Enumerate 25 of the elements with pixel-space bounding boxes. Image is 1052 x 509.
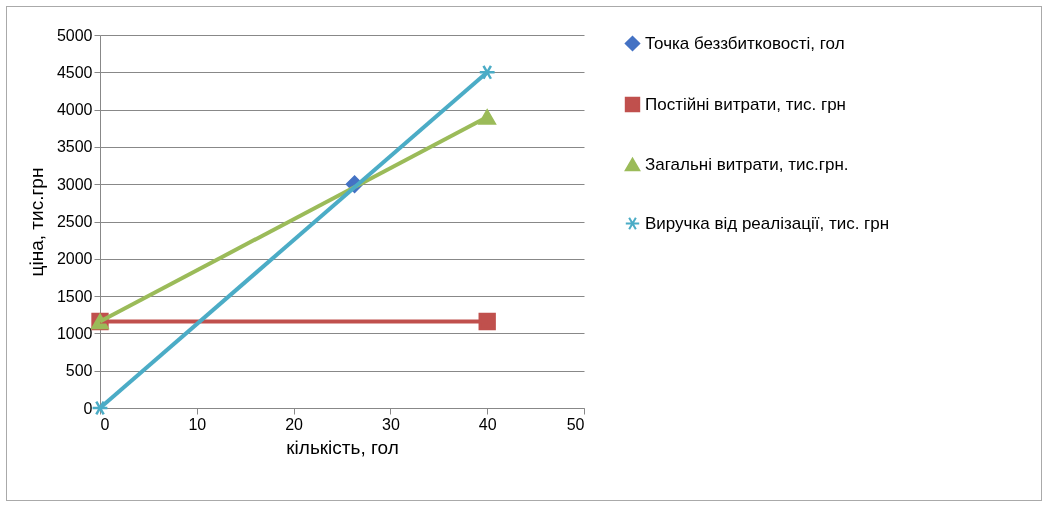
y-tick-label: 500 (65, 362, 93, 380)
y-tick-label: 2000 (56, 250, 93, 268)
y-tick-label: 2500 (56, 213, 93, 230)
point (478, 64, 496, 80)
x-tick-label: 40 (478, 415, 497, 433)
x-tick-label: 50 (566, 415, 585, 433)
legend-label: Загальні витрати, тис.грн. (645, 154, 849, 174)
y-tick-label: 1500 (56, 287, 93, 305)
y-tick-label: 1000 (56, 324, 93, 342)
x-axis-title: кількість, гол (286, 436, 399, 458)
y-tick-label: 4500 (56, 63, 93, 81)
x-tick-label: 20 (285, 415, 304, 433)
y-tick-label: 4000 (56, 101, 93, 119)
legend-label: Постійні витрати, тис. грн (645, 94, 846, 114)
y-tick-label: 3000 (56, 175, 93, 193)
point (91, 400, 109, 416)
legend-label: Виручка від реалізації, тис. грн (645, 213, 890, 233)
y-tick-label: 3500 (56, 138, 93, 156)
x-tick-label: 10 (188, 415, 207, 433)
y-axis-title: ціна, тис.грн (25, 167, 47, 277)
x-tick-label: 30 (382, 415, 400, 433)
y-tick-label: 5000 (56, 26, 93, 44)
y-tick-label: 0 (83, 399, 93, 417)
legend-label: Точка беззбитковості, гол (645, 33, 845, 53)
x-tick-label: 0 (100, 415, 110, 433)
